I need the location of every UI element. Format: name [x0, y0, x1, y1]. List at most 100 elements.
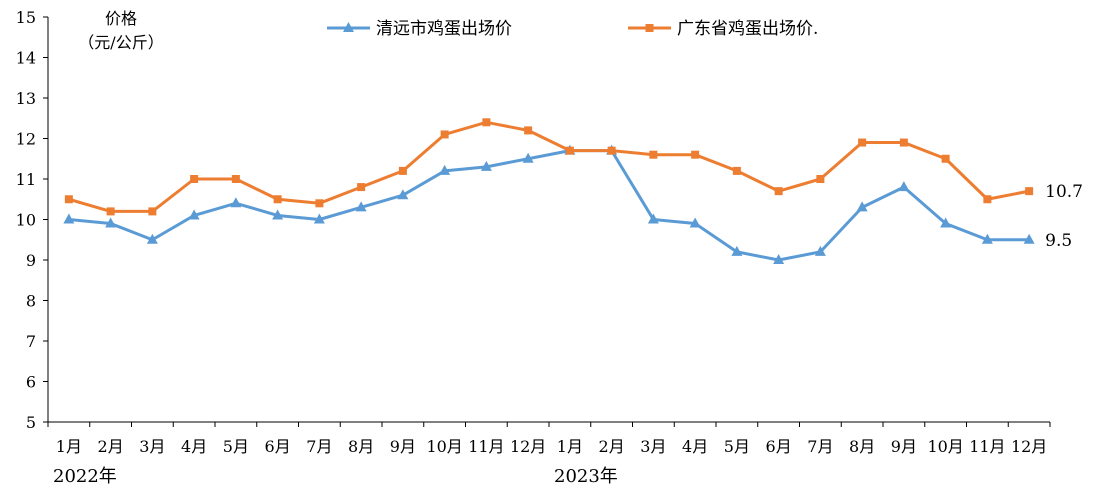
data-point-square — [357, 183, 366, 192]
data-point-square — [482, 118, 491, 127]
data-point-square — [231, 175, 240, 183]
legend-label-qingyuan: 清远市鸡蛋出场价 — [376, 19, 512, 39]
data-point-triangle — [146, 233, 158, 244]
data-point-square — [524, 126, 533, 135]
data-point-triangle — [355, 201, 367, 212]
x-tick-label: 1月 — [56, 437, 82, 456]
data-point-triangle — [689, 217, 701, 228]
data-point-square — [983, 195, 992, 204]
x-tick-label: 5月 — [223, 437, 249, 456]
data-point-square — [732, 166, 741, 175]
data-point-triangle — [898, 181, 910, 192]
x-tick-label: 4月 — [682, 437, 708, 456]
y-tick-label: 6 — [26, 373, 36, 392]
data-point-triangle — [397, 189, 409, 200]
end-labels: 9.5 10.7 — [1045, 182, 1083, 251]
x-tick-label: 10月 — [426, 437, 462, 456]
axes — [43, 16, 1051, 427]
x-tick-label: 8月 — [348, 437, 374, 456]
data-point-triangle — [105, 217, 117, 228]
y-tick-label: 10 — [16, 211, 36, 230]
y-tick-labels: 5 6 7 8 9 10 11 12 13 14 15 — [16, 8, 36, 432]
data-point-triangle — [522, 152, 534, 163]
x-tick-label: 4月 — [181, 437, 207, 456]
x-tick-label: 9月 — [390, 437, 416, 456]
x-tick-label: 11月 — [468, 437, 504, 456]
data-point-triangle — [731, 245, 743, 256]
y-tick-label: 11 — [16, 170, 36, 189]
data-point-square — [607, 146, 616, 155]
year-label: 2022年 — [53, 466, 117, 487]
data-point-triangle — [272, 209, 284, 220]
data-point-triangle — [480, 160, 492, 171]
x-tick-label: 6月 — [766, 437, 792, 456]
series-line-0 — [68, 149, 1030, 262]
y-tick-label: 9 — [26, 251, 36, 270]
y-tick-label: 13 — [16, 89, 36, 108]
x-tick-label: 3月 — [640, 437, 666, 456]
end-value-label: 9.5 — [1045, 231, 1072, 251]
y-tick-label: 8 — [26, 292, 36, 311]
data-point-square — [190, 175, 199, 183]
data-point-triangle — [647, 213, 659, 224]
data-point-triangle — [439, 164, 451, 175]
x-tick-label: 7月 — [306, 437, 332, 456]
x-tick-label: 12月 — [1011, 437, 1047, 456]
data-point-square — [148, 207, 157, 216]
x-tick-label: 3月 — [139, 437, 165, 456]
data-point-triangle — [981, 233, 993, 244]
data-point-square — [565, 146, 574, 155]
data-point-triangle — [773, 254, 785, 264]
data-point-square — [64, 195, 73, 204]
data-point-square — [691, 150, 700, 159]
legend: 清远市鸡蛋出场价 广东省鸡蛋出场价. — [327, 19, 818, 39]
y-tick-label: 7 — [26, 332, 36, 351]
x-tick-label: 7月 — [807, 437, 833, 456]
x-tick-label: 2月 — [98, 437, 124, 456]
x-tick-label: 1月 — [557, 437, 583, 456]
data-point-square — [1025, 187, 1034, 196]
legend-marker-qingyuan — [343, 22, 354, 32]
x-tick-label: 10月 — [927, 437, 963, 456]
x-tick-label: 2月 — [599, 437, 625, 456]
data-point-triangle — [940, 217, 952, 228]
end-value-label: 10.7 — [1045, 182, 1083, 202]
x-tick-label: 5月 — [724, 437, 750, 456]
year-labels: 2022年 2023年 — [53, 466, 618, 487]
data-point-square — [649, 150, 658, 159]
data-point-square — [273, 195, 282, 204]
data-point-square — [858, 138, 867, 147]
y-axis-label-line1: 价格 — [105, 9, 137, 28]
legend-label-guangdong: 广东省鸡蛋出场价. — [677, 19, 818, 39]
y-tick-label: 5 — [26, 413, 36, 432]
data-point-square — [941, 154, 950, 163]
x-tick-label: 8月 — [849, 437, 875, 456]
x-tick-labels: 1月 2月 3月 4月 5月 6月 7月 8月 9月 10月 11月 12月 1月 2月 3月 4月 5月 6月 7… — [56, 437, 1048, 456]
data-point-square — [440, 130, 449, 139]
data-point-square — [774, 187, 783, 196]
series-line-1 — [68, 120, 1030, 213]
data-point-triangle — [188, 209, 200, 220]
data-point-square — [398, 166, 407, 175]
data-point-triangle — [313, 213, 325, 224]
data-point-triangle — [230, 197, 242, 208]
x-tick-label: 12月 — [510, 437, 546, 456]
x-tick-label: 9月 — [891, 437, 917, 456]
data-point-square — [315, 199, 324, 208]
x-tick-label: 11月 — [969, 437, 1005, 456]
x-tick-label: 6月 — [265, 437, 291, 456]
year-label: 2023年 — [554, 466, 618, 487]
data-point-triangle — [1023, 233, 1035, 244]
data-point-triangle — [856, 201, 868, 212]
series-markers — [63, 118, 1035, 264]
y-tick-label: 15 — [16, 8, 36, 27]
legend-marker-guangdong — [645, 24, 654, 32]
y-axis-label-line2: （元/公斤） — [78, 33, 163, 52]
y-tick-label: 14 — [16, 49, 36, 68]
data-point-triangle — [814, 245, 826, 256]
data-point-square — [816, 175, 825, 183]
y-tick-label: 12 — [16, 130, 36, 149]
data-point-square — [106, 207, 115, 216]
